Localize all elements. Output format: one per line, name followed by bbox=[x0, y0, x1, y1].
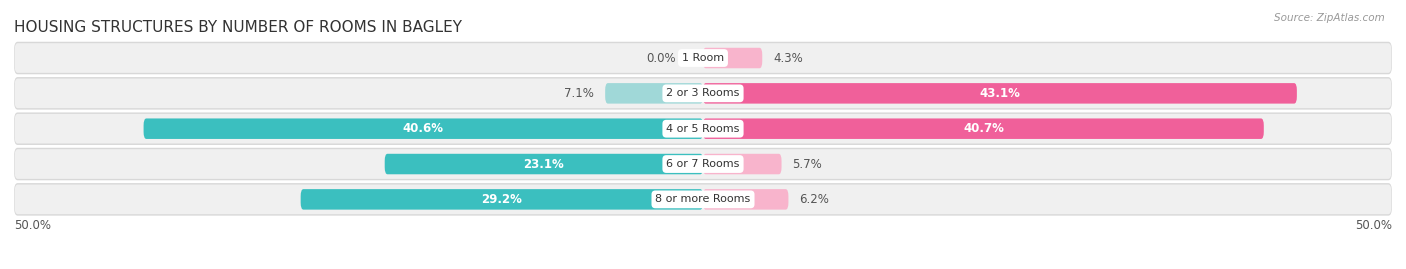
Text: 6.2%: 6.2% bbox=[800, 193, 830, 206]
Text: 5.7%: 5.7% bbox=[793, 158, 823, 171]
FancyBboxPatch shape bbox=[301, 189, 703, 210]
FancyBboxPatch shape bbox=[14, 43, 1392, 73]
Text: 4.3%: 4.3% bbox=[773, 52, 803, 65]
FancyBboxPatch shape bbox=[703, 118, 1264, 139]
FancyBboxPatch shape bbox=[14, 42, 1392, 74]
Text: 40.6%: 40.6% bbox=[402, 122, 444, 135]
FancyBboxPatch shape bbox=[14, 185, 1392, 214]
FancyBboxPatch shape bbox=[143, 118, 703, 139]
FancyBboxPatch shape bbox=[385, 154, 703, 174]
Text: 6 or 7 Rooms: 6 or 7 Rooms bbox=[666, 159, 740, 169]
Text: 0.0%: 0.0% bbox=[645, 52, 675, 65]
Text: 50.0%: 50.0% bbox=[14, 219, 51, 232]
FancyBboxPatch shape bbox=[703, 189, 789, 210]
FancyBboxPatch shape bbox=[14, 183, 1392, 216]
Text: 43.1%: 43.1% bbox=[980, 87, 1021, 100]
Text: 40.7%: 40.7% bbox=[963, 122, 1004, 135]
Text: 2 or 3 Rooms: 2 or 3 Rooms bbox=[666, 88, 740, 98]
FancyBboxPatch shape bbox=[703, 154, 782, 174]
FancyBboxPatch shape bbox=[703, 83, 1296, 104]
Text: 29.2%: 29.2% bbox=[481, 193, 522, 206]
FancyBboxPatch shape bbox=[703, 48, 762, 68]
FancyBboxPatch shape bbox=[14, 79, 1392, 108]
Text: 50.0%: 50.0% bbox=[1355, 219, 1392, 232]
FancyBboxPatch shape bbox=[14, 114, 1392, 144]
Text: 1 Room: 1 Room bbox=[682, 53, 724, 63]
FancyBboxPatch shape bbox=[14, 148, 1392, 180]
Text: Source: ZipAtlas.com: Source: ZipAtlas.com bbox=[1274, 13, 1385, 23]
Text: 23.1%: 23.1% bbox=[523, 158, 564, 171]
Text: 4 or 5 Rooms: 4 or 5 Rooms bbox=[666, 124, 740, 134]
FancyBboxPatch shape bbox=[14, 77, 1392, 109]
FancyBboxPatch shape bbox=[14, 112, 1392, 145]
FancyBboxPatch shape bbox=[14, 149, 1392, 179]
Text: 8 or more Rooms: 8 or more Rooms bbox=[655, 194, 751, 204]
FancyBboxPatch shape bbox=[605, 83, 703, 104]
Text: HOUSING STRUCTURES BY NUMBER OF ROOMS IN BAGLEY: HOUSING STRUCTURES BY NUMBER OF ROOMS IN… bbox=[14, 20, 463, 35]
Text: 7.1%: 7.1% bbox=[564, 87, 595, 100]
